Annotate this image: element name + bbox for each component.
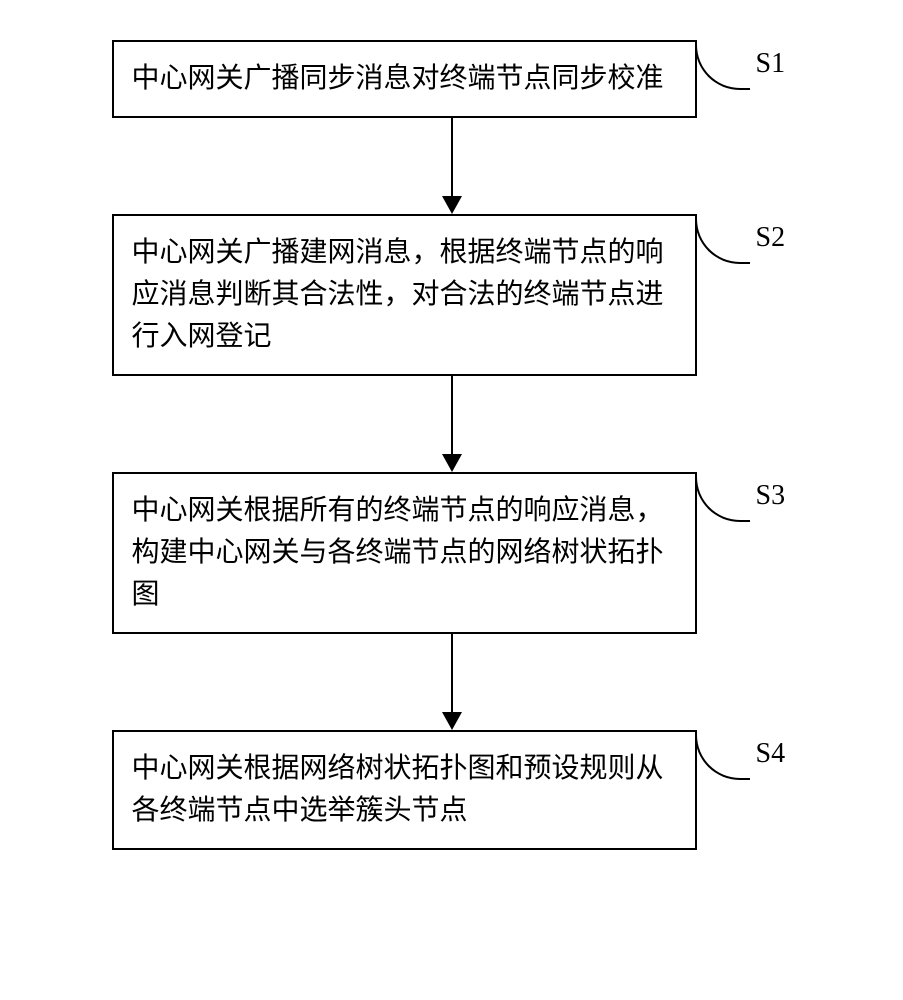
step-box-s1: 中心网关广播同步消息对终端节点同步校准 bbox=[112, 40, 697, 118]
step-s2-container: 中心网关广播建网消息，根据终端节点的响应消息判断其合法性，对合法的终端节点进行入… bbox=[112, 214, 792, 376]
step-box-s3: 中心网关根据所有的终端节点的响应消息，构建中心网关与各终端节点的网络树状拓扑图 bbox=[112, 472, 697, 634]
step-label-s2: S2 bbox=[756, 222, 786, 254]
arrow-s2-s3 bbox=[442, 376, 462, 472]
curve-icon bbox=[695, 730, 750, 780]
step-text-s1: 中心网关广播同步消息对终端节点同步校准 bbox=[132, 63, 664, 94]
label-connector-s3: S3 bbox=[697, 472, 786, 522]
arrow-s1-s2 bbox=[442, 118, 462, 214]
step-text-s2: 中心网关广播建网消息，根据终端节点的响应消息判断其合法性，对合法的终端节点进行入… bbox=[132, 237, 664, 352]
arrow-head-icon bbox=[442, 454, 462, 472]
curve-icon bbox=[695, 472, 750, 522]
arrow-line-icon bbox=[451, 376, 453, 454]
step-label-s1: S1 bbox=[756, 48, 786, 80]
label-connector-s2: S2 bbox=[697, 214, 786, 264]
label-connector-s4: S4 bbox=[697, 730, 786, 780]
step-box-s2: 中心网关广播建网消息，根据终端节点的响应消息判断其合法性，对合法的终端节点进行入… bbox=[112, 214, 697, 376]
step-s4-container: 中心网关根据网络树状拓扑图和预设规则从各终端节点中选举簇头节点 S4 bbox=[112, 730, 792, 850]
arrow-line-icon bbox=[451, 118, 453, 196]
curve-icon bbox=[695, 40, 750, 90]
arrow-s3-s4 bbox=[442, 634, 462, 730]
arrow-head-icon bbox=[442, 712, 462, 730]
step-text-s4: 中心网关根据网络树状拓扑图和预设规则从各终端节点中选举簇头节点 bbox=[132, 753, 664, 826]
step-label-s4: S4 bbox=[756, 738, 786, 770]
arrow-line-icon bbox=[451, 634, 453, 712]
step-box-s4: 中心网关根据网络树状拓扑图和预设规则从各终端节点中选举簇头节点 bbox=[112, 730, 697, 850]
step-s1-container: 中心网关广播同步消息对终端节点同步校准 S1 bbox=[112, 40, 792, 118]
step-s3-container: 中心网关根据所有的终端节点的响应消息，构建中心网关与各终端节点的网络树状拓扑图 … bbox=[112, 472, 792, 634]
arrow-head-icon bbox=[442, 196, 462, 214]
label-connector-s1: S1 bbox=[697, 40, 786, 90]
step-label-s3: S3 bbox=[756, 480, 786, 512]
flowchart-container: 中心网关广播同步消息对终端节点同步校准 S1 中心网关广播建网消息，根据终端节点… bbox=[112, 40, 792, 850]
curve-icon bbox=[695, 214, 750, 264]
step-text-s3: 中心网关根据所有的终端节点的响应消息，构建中心网关与各终端节点的网络树状拓扑图 bbox=[132, 495, 664, 610]
